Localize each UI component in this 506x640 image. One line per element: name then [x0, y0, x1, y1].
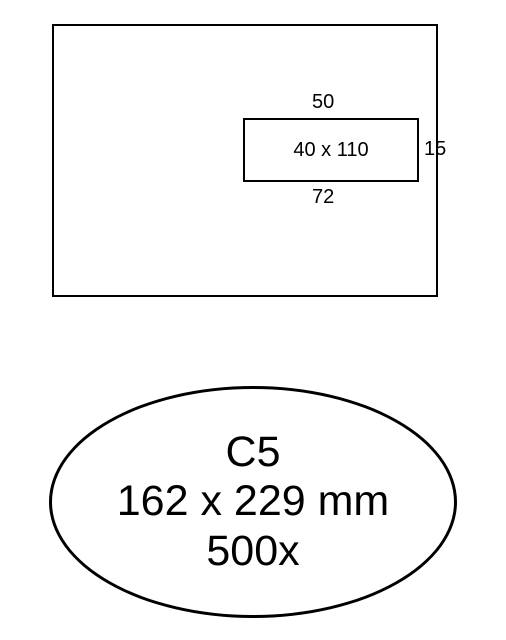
spec-dimensions: 162 x 229 mm: [117, 477, 389, 526]
spec-format: C5: [226, 428, 281, 477]
margin-right-label: 15: [424, 138, 446, 161]
spec-oval: C5 162 x 229 mm 500x: [49, 386, 457, 618]
margin-bottom-label: 72: [312, 186, 334, 209]
window-dimensions-label: 40 x 110: [293, 139, 368, 162]
margin-top-label: 50: [312, 91, 334, 114]
envelope-window: 40 x 110: [243, 118, 419, 182]
spec-quantity: 500x: [206, 527, 299, 576]
